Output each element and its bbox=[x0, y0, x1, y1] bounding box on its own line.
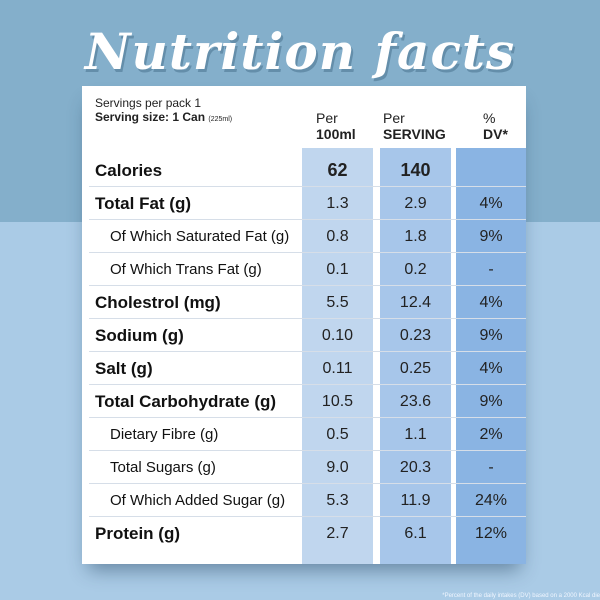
serving-size: Serving size: 1 Can (225ml) bbox=[95, 110, 233, 124]
table-row: Salt (g) 0.11 0.25 4% bbox=[82, 352, 526, 385]
row-divider bbox=[89, 384, 526, 385]
table-row: Cholestrol (mg) 5.5 12.4 4% bbox=[82, 286, 526, 319]
per-100ml-value: 2.7 bbox=[326, 525, 349, 542]
nutrient-label: Total Carbohydrate (g) bbox=[95, 392, 277, 411]
per-100ml-value: 0.8 bbox=[326, 228, 349, 245]
dv-value: - bbox=[488, 459, 494, 476]
per-serving-column-band bbox=[380, 148, 451, 564]
row-divider bbox=[89, 450, 526, 451]
per-100ml-value: 0.11 bbox=[322, 360, 353, 377]
nutrition-table: Servings per pack 1 Serving size: 1 Can … bbox=[82, 86, 526, 564]
table-row: Total Fat (g) 1.3 2.9 4% bbox=[82, 187, 526, 220]
per-100ml-value: 0.5 bbox=[326, 426, 349, 443]
dv-value: 9% bbox=[479, 393, 503, 410]
per-serving-value: 12.4 bbox=[399, 294, 432, 311]
per-serving-value: 0.25 bbox=[399, 360, 432, 377]
row-divider bbox=[89, 186, 526, 187]
dv-value: 12% bbox=[474, 525, 508, 542]
per-serving-value: 0.2 bbox=[404, 261, 427, 278]
row-divider bbox=[89, 285, 526, 286]
per-100ml-value: 0.1 bbox=[326, 261, 349, 278]
dv-value: 24% bbox=[474, 492, 508, 509]
per-serving-value: 1.8 bbox=[404, 228, 427, 245]
nutrient-label: Sodium (g) bbox=[95, 326, 184, 345]
nutrient-label: Total Sugars (g) bbox=[110, 459, 216, 476]
page-title: Nutrition facts bbox=[84, 22, 516, 81]
footnote: *Percent of the daily intakes (DV) based… bbox=[442, 593, 600, 599]
per-serving-value: 11.9 bbox=[400, 492, 431, 509]
per-100ml-value: 62 bbox=[327, 160, 348, 180]
column-header-dv: % DV* bbox=[483, 110, 508, 142]
table-row: Dietary Fibre (g) 0.5 1.1 2% bbox=[82, 418, 526, 451]
column-header-per-serving: Per SERVING bbox=[383, 110, 446, 142]
nutrient-label: Total Fat (g) bbox=[95, 194, 191, 213]
row-divider bbox=[89, 483, 526, 484]
table-row: Total Carbohydrate (g) 10.5 23.6 9% bbox=[82, 385, 526, 418]
nutrient-label: Of Which Added Sugar (g) bbox=[110, 492, 286, 509]
per-100ml-column-band bbox=[302, 148, 373, 564]
serving-info: Servings per pack 1 Serving size: 1 Can … bbox=[95, 96, 232, 127]
row-divider bbox=[89, 516, 526, 517]
table-row: Total Sugars (g) 9.0 20.3 - bbox=[82, 451, 526, 484]
table-row: Protein (g) 2.7 6.1 12% bbox=[82, 517, 526, 550]
per-serving-value: 6.1 bbox=[404, 525, 427, 542]
row-divider bbox=[89, 252, 526, 253]
nutrient-label: Of Which Trans Fat (g) bbox=[110, 261, 262, 278]
dv-value: - bbox=[488, 261, 494, 278]
per-serving-value: 0.23 bbox=[399, 327, 432, 344]
column-header-per-100ml: Per 100ml bbox=[316, 110, 356, 142]
table-row: Sodium (g) 0.10 0.23 9% bbox=[82, 319, 526, 352]
per-100ml-value: 10.5 bbox=[321, 393, 354, 410]
nutrient-label: Protein (g) bbox=[95, 524, 180, 543]
row-divider bbox=[89, 351, 526, 352]
dv-value bbox=[456, 154, 526, 187]
servings-per-pack: Servings per pack 1 bbox=[95, 96, 202, 110]
dv-column-band bbox=[456, 148, 526, 564]
row-divider bbox=[89, 417, 526, 418]
table-row: Of Which Trans Fat (g) 0.1 0.2 - bbox=[82, 253, 526, 286]
nutrient-label: Salt (g) bbox=[95, 359, 153, 378]
per-100ml-value: 5.3 bbox=[326, 492, 349, 509]
per-100ml-value: 1.3 bbox=[326, 195, 349, 212]
nutrient-label: Calories bbox=[95, 161, 163, 180]
nutrient-label: Dietary Fibre (g) bbox=[110, 426, 219, 443]
per-100ml-value: 9.0 bbox=[326, 459, 349, 476]
table-row: Of Which Added Sugar (g) 5.3 11.9 24% bbox=[82, 484, 526, 517]
per-serving-value: 2.9 bbox=[404, 195, 427, 212]
dv-value: 9% bbox=[479, 327, 503, 344]
per-100ml-value: 5.5 bbox=[326, 294, 349, 311]
dv-value: 9% bbox=[479, 228, 503, 245]
per-serving-value: 20.3 bbox=[399, 459, 432, 476]
nutrient-label: Of Which Saturated Fat (g) bbox=[110, 228, 290, 245]
nutrient-label: Cholestrol (mg) bbox=[95, 293, 221, 312]
per-100ml-value: 0.10 bbox=[321, 327, 354, 344]
per-serving-value: 140 bbox=[400, 160, 431, 180]
dv-value: 4% bbox=[479, 195, 503, 212]
table-row: Calories 62 140 bbox=[82, 154, 526, 187]
table-row: Of Which Saturated Fat (g) 0.8 1.8 9% bbox=[82, 220, 526, 253]
row-divider bbox=[89, 318, 526, 319]
per-serving-value: 1.1 bbox=[404, 426, 427, 443]
row-divider bbox=[89, 219, 526, 220]
dv-value: 4% bbox=[479, 294, 503, 311]
per-serving-value: 23.6 bbox=[399, 393, 432, 410]
dv-value: 2% bbox=[479, 426, 503, 443]
dv-value: 4% bbox=[479, 360, 503, 377]
